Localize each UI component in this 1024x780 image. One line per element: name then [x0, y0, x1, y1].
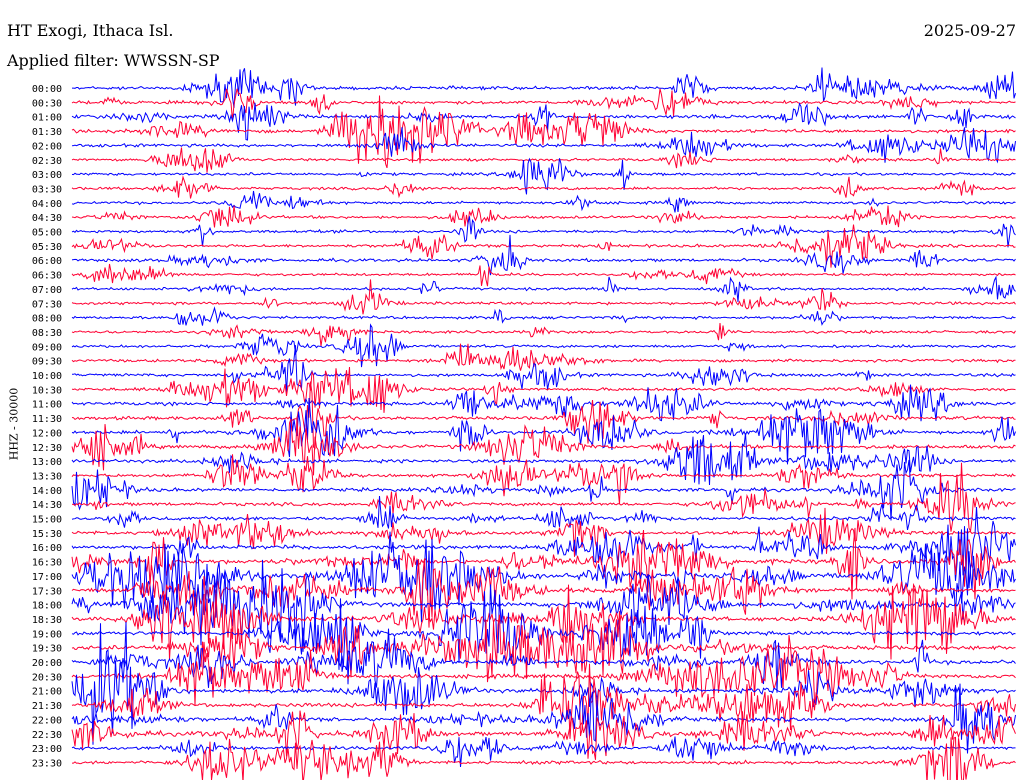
seismic-trace: [71, 323, 1016, 368]
time-tick-label: 15:00: [32, 515, 62, 526]
time-tick-label: 09:00: [32, 342, 62, 353]
time-tick-label: 19:00: [32, 629, 62, 640]
time-tick-label: 14:00: [32, 486, 62, 497]
seismic-trace: [71, 584, 1016, 685]
time-tick-label: 21:00: [32, 687, 62, 698]
time-tick-label: 07:30: [32, 299, 62, 310]
time-tick-label: 15:30: [32, 529, 62, 540]
time-tick-label: 12:00: [32, 428, 62, 439]
filter-label: Applied filter: WWSSN-SP: [7, 51, 220, 70]
seismic-trace: [72, 736, 1016, 780]
time-tick-label: 00:30: [32, 98, 62, 109]
seismic-trace: [71, 416, 1016, 476]
time-tick-label: 04:30: [32, 213, 62, 224]
seismic-trace: [71, 381, 1016, 450]
seismic-trace: [71, 531, 1016, 623]
time-tick-label: 11:00: [32, 400, 62, 411]
time-tick-label: 21:30: [32, 701, 62, 712]
seismic-trace: [71, 205, 1016, 228]
seismic-trace: [71, 683, 1016, 754]
time-tick-label: 08:30: [32, 328, 62, 339]
time-tick-label: 22:30: [32, 730, 62, 741]
time-tick-label: 13:00: [32, 457, 62, 468]
seismic-trace: [71, 147, 1016, 173]
time-tick-label: 03:30: [32, 184, 62, 195]
time-tick-label: 16:30: [32, 558, 62, 569]
time-tick-label: 16:00: [32, 543, 62, 554]
time-tick-label: 17:30: [32, 586, 62, 597]
time-tick-label: 09:30: [32, 357, 62, 368]
time-tick-label: 23:30: [32, 758, 62, 769]
time-tick-label: 04:00: [32, 199, 62, 210]
seismic-trace: [71, 343, 1016, 371]
seismic-trace: [71, 558, 1016, 628]
seismic-trace: [71, 710, 1016, 760]
time-tick-label: 20:00: [32, 658, 62, 669]
seismic-trace: [71, 306, 1016, 326]
seismic-trace: [71, 345, 1016, 394]
seismic-trace: [71, 582, 1016, 660]
time-tick-label: 19:30: [32, 644, 62, 655]
seismic-trace: [71, 275, 1016, 302]
time-tick-label: 12:30: [32, 443, 62, 454]
seismic-trace: [71, 157, 1016, 195]
time-tick-label: 01:30: [32, 127, 62, 138]
seismic-trace: [71, 175, 1016, 199]
seismic-trace: [71, 506, 1016, 589]
seismic-trace: [71, 95, 1016, 169]
time-tick-label: 01:00: [32, 113, 62, 124]
time-tick-label: 20:30: [32, 672, 62, 683]
time-tick-label: 22:00: [32, 715, 62, 726]
time-tick-label: 18:00: [32, 601, 62, 612]
station-title: HT Exogi, Ithaca Isl.: [7, 21, 174, 40]
seismic-trace: [71, 462, 1016, 534]
seismic-trace: [71, 459, 1016, 521]
seismic-trace: [71, 384, 1016, 422]
time-tick-label: 17:00: [32, 572, 62, 583]
time-tick-label: 06:30: [32, 271, 62, 282]
time-tick-label: 23:00: [32, 744, 62, 755]
seismic-trace: [71, 224, 1016, 268]
seismic-trace: [71, 559, 1016, 653]
time-tick-label: 14:30: [32, 500, 62, 511]
seismic-trace: [71, 234, 1016, 276]
seismic-trace: [71, 495, 1016, 531]
time-tick-label: 10:30: [32, 385, 62, 396]
seismic-trace: [71, 635, 1016, 706]
seismic-trace: [71, 263, 1016, 287]
seismic-trace: [71, 323, 1016, 347]
seismic-trace: [71, 507, 1016, 557]
seismic-trace: [71, 527, 1016, 600]
time-tick-label: 10:00: [32, 371, 62, 382]
seismic-trace: [71, 279, 1016, 315]
time-tick-label: 03:00: [32, 170, 62, 181]
plot-date: 2025-09-27: [923, 21, 1016, 40]
seismic-trace: [71, 88, 1016, 121]
time-tick-label: 11:30: [32, 414, 62, 425]
time-tick-label: 05:00: [32, 228, 62, 239]
seismic-trace: [71, 102, 1016, 141]
time-tick-label: 18:30: [32, 615, 62, 626]
seismic-trace: [72, 67, 1016, 108]
seismic-trace: [71, 433, 1016, 486]
seismic-trace: [71, 454, 1016, 505]
time-tick-label: 06:00: [32, 256, 62, 267]
seismic-trace: [71, 366, 1016, 413]
time-tick-label: 02:00: [32, 141, 62, 152]
time-tick-label: 02:30: [32, 156, 62, 167]
seismic-trace: [71, 127, 1016, 164]
time-tick-label: 08:00: [32, 314, 62, 325]
time-tick-label: 13:30: [32, 471, 62, 482]
seismic-trace: [71, 216, 1016, 248]
time-tick-label: 05:30: [32, 242, 62, 253]
seismic-trace: [71, 190, 1016, 213]
seismic-trace: [71, 663, 1016, 739]
time-tick-label: 07:00: [32, 285, 62, 296]
time-tick-label: 00:00: [32, 84, 62, 95]
seismic-trace: [71, 628, 1016, 693]
